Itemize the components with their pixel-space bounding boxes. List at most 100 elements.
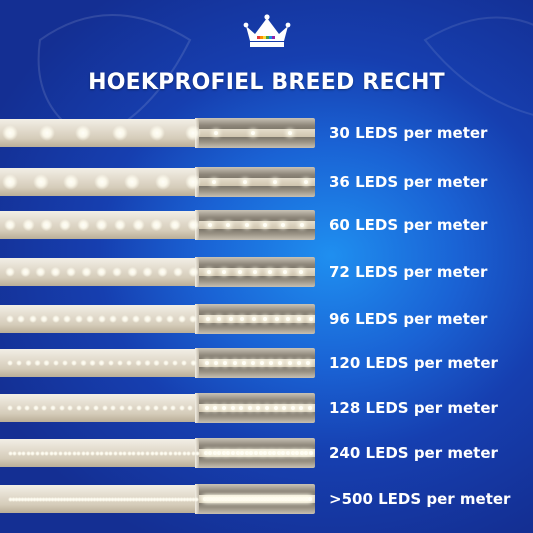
diffused-led-glow: [121, 496, 127, 502]
diffused-led-glow: [85, 450, 91, 456]
diffused-led-glow: [154, 496, 160, 502]
led-chip: [237, 270, 242, 274]
led-row: 240 LEDS per meter: [0, 438, 533, 468]
diffused-led-glow: [19, 496, 25, 502]
led-chip: [218, 497, 222, 501]
led-row: 60 LEDS per meter: [0, 210, 533, 240]
diffused-led-glow: [181, 450, 187, 456]
led-chip: [228, 317, 233, 321]
led-chip: [287, 361, 292, 365]
led-chip: [217, 451, 222, 455]
diffused-led-glow: [108, 450, 114, 456]
led-chip: [244, 223, 249, 227]
diffused-led-glow: [153, 404, 160, 411]
diffused-led-glow: [103, 496, 109, 502]
diffused-led-glow: [186, 450, 192, 456]
diffused-led-glow: [43, 359, 50, 367]
diffused-led-glow: [64, 496, 70, 502]
led-row: 36 LEDS per meter: [0, 167, 533, 197]
diffused-led-glow: [157, 266, 169, 278]
diffused-led-glow: [16, 450, 22, 456]
diffused-led-glow: [144, 404, 151, 411]
led-chip: [304, 451, 309, 455]
diffused-led-glow: [126, 450, 132, 456]
diffused-led-glow: [139, 496, 145, 502]
diffused-led-glow: [160, 496, 166, 502]
led-profile-image: [0, 348, 315, 378]
led-chip: [281, 223, 286, 227]
led-chip: [273, 406, 278, 410]
diffused-led-glow: [34, 359, 41, 367]
diffused-led-glow: [166, 314, 175, 323]
led-chip: [230, 497, 234, 501]
diffused-led-glow: [10, 496, 16, 502]
led-density-label: 72 LEDS per meter: [329, 263, 488, 281]
led-chip: [287, 497, 291, 501]
led-chip: [205, 317, 210, 321]
diffused-led-glow: [82, 496, 88, 502]
diffused-led-glow: [127, 496, 133, 502]
diffused-led-glow: [131, 450, 137, 456]
led-profile-image: [0, 484, 315, 514]
led-chip: [287, 131, 292, 135]
led-chip: [278, 361, 283, 365]
led-chip: [214, 131, 219, 135]
led-chip: [226, 223, 231, 227]
crown-icon: [243, 14, 291, 47]
led-chip: [245, 497, 249, 501]
diffused-led-glow: [181, 496, 187, 502]
diffused-led-glow: [154, 450, 160, 456]
led-chip: [221, 451, 226, 455]
diffused-led-glow: [25, 359, 32, 367]
diffused-led-glow: [124, 174, 141, 190]
led-chip: [231, 451, 236, 455]
diffused-led-glow: [79, 496, 85, 502]
diffused-led-glow: [110, 404, 117, 411]
diffused-led-glow: [161, 404, 168, 411]
diffused-led-glow: [169, 496, 175, 502]
diffused-led-glow: [126, 266, 138, 278]
led-chip: [222, 270, 227, 274]
led-chip: [286, 451, 291, 455]
led-chip: [299, 497, 303, 501]
diffused-led-glow: [73, 496, 79, 502]
diffused-led-glow: [154, 314, 163, 323]
diffused-led-glow: [16, 496, 22, 502]
led-chip: [240, 317, 245, 321]
diffused-led-glow: [142, 266, 153, 278]
diffused-led-glow: [63, 174, 80, 190]
diffused-led-glow: [113, 218, 127, 232]
led-chip: [227, 497, 231, 501]
diffused-led-glow: [80, 450, 86, 456]
diffused-led-glow: [50, 266, 62, 278]
led-chip: [208, 223, 213, 227]
diffused-led-glow: [76, 496, 82, 502]
led-chip: [269, 497, 273, 501]
led-chip: [203, 497, 207, 501]
led-chip: [307, 406, 312, 410]
led-row: 72 LEDS per meter: [0, 257, 533, 287]
led-row: 128 LEDS per meter: [0, 393, 533, 423]
diffused-led-glow: [35, 450, 40, 456]
diffused-led-glow: [32, 404, 39, 411]
led-chip: [244, 451, 249, 455]
led-chip: [215, 497, 219, 501]
diffused-led-glow: [13, 496, 19, 502]
led-chip: [242, 497, 246, 501]
diffused-led-glow: [130, 496, 136, 502]
diffused-led-glow: [30, 450, 36, 456]
led-chip: [224, 497, 228, 501]
diffused-led-glow: [76, 218, 90, 232]
diffused-led-glow: [31, 496, 37, 502]
led-chip: [295, 451, 300, 455]
led-chip: [278, 497, 282, 501]
diffused-led-glow: [96, 266, 107, 278]
led-chip: [299, 451, 304, 455]
diffused-led-glow: [41, 404, 48, 411]
diffused-led-glow: [12, 450, 18, 456]
led-chip: [299, 223, 304, 227]
led-chip: [293, 497, 297, 501]
diffused-led-glow: [135, 404, 142, 411]
diffused-led-glow: [148, 496, 154, 502]
